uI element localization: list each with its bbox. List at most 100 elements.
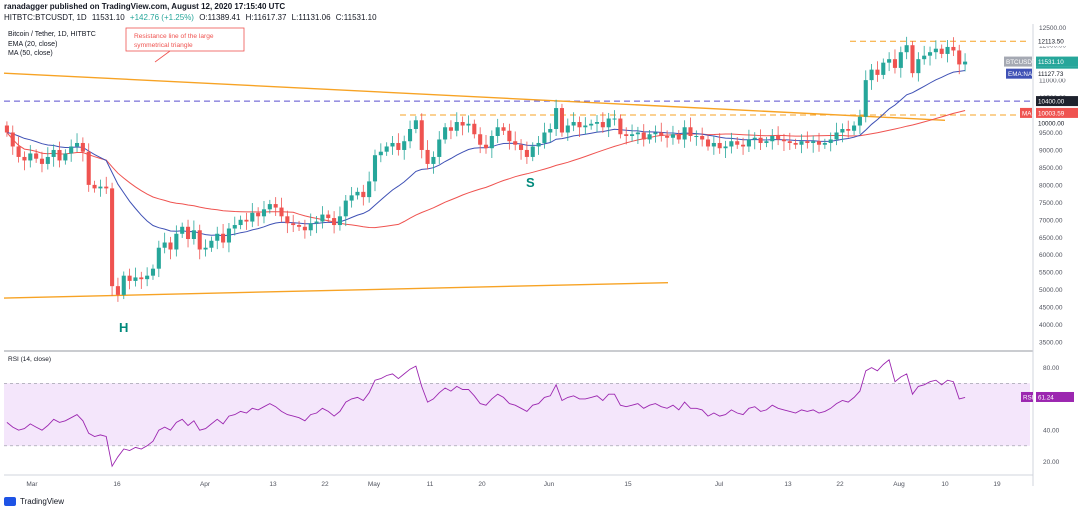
- candle-body: [63, 153, 68, 161]
- candle-body: [641, 132, 646, 140]
- candle-body: [957, 50, 962, 65]
- candle-body: [612, 118, 617, 120]
- candle-body: [635, 132, 640, 135]
- candle-body: [413, 120, 418, 130]
- candle-body: [910, 45, 915, 74]
- candle-body: [857, 116, 862, 126]
- close-price: 11531.10: [91, 13, 125, 22]
- chart-area[interactable]: 3500.00 4000.00 4500.00 5000.00 5500.00 6000.…: [0, 24, 1080, 494]
- candle-body: [308, 223, 313, 231]
- candle-body: [191, 230, 196, 240]
- rsi-title: RSI (14, close): [8, 356, 51, 363]
- candle-body: [735, 141, 740, 145]
- legend-pair: Bitcoin / Tether, 1D, HITBTC: [8, 31, 96, 38]
- candle-body: [852, 125, 857, 131]
- price-tick-label: 6500.00: [1039, 235, 1063, 242]
- price-label-last: 11531.10: [1038, 59, 1064, 66]
- candle-body: [378, 151, 383, 156]
- candle-body: [150, 268, 156, 276]
- candle-body: [419, 120, 424, 150]
- price-label-ema-bg: [1006, 68, 1032, 79]
- candle-body: [776, 135, 781, 140]
- time-tick-label: 10: [941, 481, 949, 488]
- candle-body: [273, 204, 278, 208]
- candle-body: [741, 144, 746, 147]
- annotation-text-line2: symmetrical triangle: [134, 42, 193, 49]
- price-tick-label: 12500.00: [1039, 25, 1066, 32]
- candle-body: [898, 52, 903, 68]
- price-tick-label: 9000.00: [1039, 147, 1063, 154]
- candle-body: [267, 204, 272, 210]
- price-tick-label: 4000.00: [1039, 322, 1063, 329]
- candle-body: [209, 240, 214, 248]
- candle-body: [676, 134, 681, 140]
- candle-body: [156, 247, 161, 269]
- price-label-level1-bg: [1036, 96, 1078, 107]
- candle-body: [519, 144, 524, 150]
- candle-body: [489, 135, 494, 149]
- time-tick-label: Jul: [715, 481, 724, 488]
- candle-body: [145, 275, 150, 280]
- time-tick-label: 20: [478, 481, 486, 488]
- candle-body: [302, 226, 307, 231]
- candle-body: [846, 129, 851, 131]
- candle-body: [454, 122, 459, 131]
- time-tick-label: 19: [993, 481, 1001, 488]
- time-tick-label: 13: [269, 481, 277, 488]
- legend-ma: MA (50, close): [8, 50, 53, 57]
- price-tick-label: 7500.00: [1039, 200, 1063, 207]
- candle-body: [337, 216, 342, 226]
- footer: TradingView: [4, 497, 64, 506]
- price-tick-label: 11000.00: [1039, 78, 1066, 85]
- head-label: H: [119, 320, 128, 335]
- indicator-legend: Bitcoin / Tether, 1D, HITBTC EMA (20, cl…: [8, 30, 96, 59]
- rsi-tick-label: 80.00: [1043, 365, 1060, 372]
- candle-body: [752, 137, 757, 140]
- price-label-top-bg: [1036, 36, 1078, 47]
- candle-body: [203, 247, 208, 250]
- candle-body: [770, 135, 775, 142]
- candle-body: [39, 158, 45, 164]
- tradingview-logo-icon: [4, 497, 16, 506]
- candle-body: [524, 149, 529, 157]
- candle-body: [647, 134, 652, 140]
- candle-body: [185, 226, 191, 240]
- price-label-symbol-bg: [1004, 56, 1032, 67]
- candle-body: [22, 156, 27, 161]
- candle-body: [51, 149, 56, 157]
- candle-body: [536, 142, 541, 147]
- candle-body: [332, 218, 337, 226]
- candle-body: [460, 122, 465, 126]
- candle-body: [933, 48, 938, 53]
- candle-body: [372, 155, 378, 182]
- triangle-support-line: [3, 281, 669, 299]
- price-label-ma-value-bg: [1036, 107, 1078, 118]
- candle-body: [326, 214, 331, 219]
- time-tick-label: 11: [427, 481, 434, 488]
- candle-body: [402, 141, 407, 150]
- rsi-last-label-bg: [1021, 391, 1033, 402]
- candle-body: [86, 151, 91, 185]
- candle-body: [951, 46, 956, 51]
- candle-body: [361, 191, 366, 198]
- price-tick-label: 9500.00: [1039, 130, 1063, 137]
- candle-body: [162, 242, 167, 248]
- candle-body: [396, 142, 401, 150]
- price-label-ma: MA:: [1022, 110, 1033, 117]
- candle-body: [787, 141, 792, 143]
- rsi-last-label: RSI: [1023, 394, 1034, 401]
- time-tick-label: Jun: [544, 481, 555, 488]
- candle-body: [694, 135, 699, 137]
- candle-body: [16, 146, 21, 157]
- candle-body: [781, 139, 787, 142]
- price-tick-label: 6000.00: [1039, 252, 1063, 259]
- candle-body: [45, 156, 50, 164]
- candle-body: [892, 59, 898, 68]
- rsi-line: [6, 359, 966, 468]
- candle-body: [571, 122, 576, 126]
- candle-body: [226, 228, 231, 243]
- candle-body: [221, 233, 226, 243]
- candle-body: [174, 233, 179, 250]
- time-tick-label: 22: [321, 481, 329, 488]
- price-tick-label: 5000.00: [1039, 287, 1063, 294]
